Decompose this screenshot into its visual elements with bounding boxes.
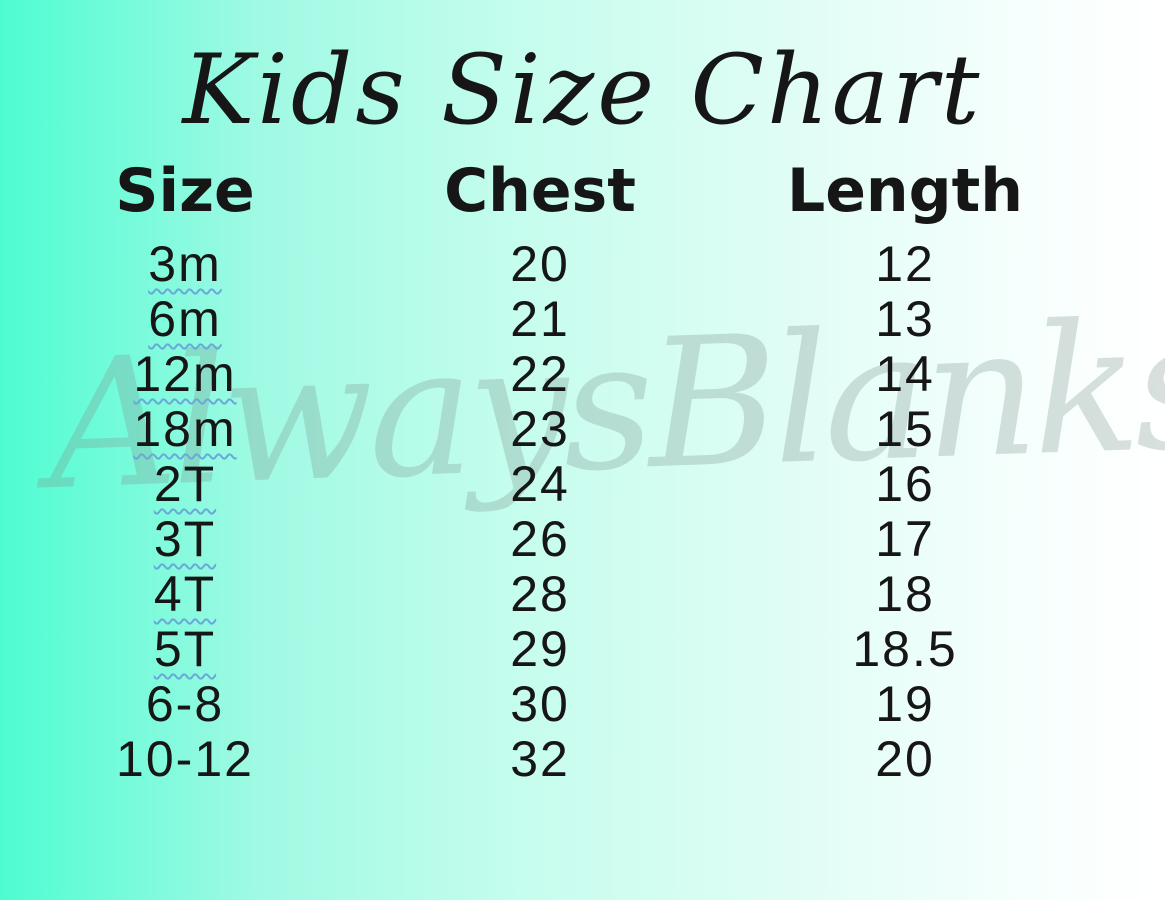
table-row: 3T 26 17 [0, 510, 1165, 567]
length-cell: 14 [740, 345, 1070, 402]
chest-cell-value: 26 [510, 510, 570, 567]
length-cell: 18.5 [740, 620, 1070, 677]
chest-cell-value: 32 [510, 730, 570, 787]
length-cell: 13 [740, 290, 1070, 347]
column-header-chest: Chest [444, 155, 636, 226]
length-cell-value: 17 [875, 510, 935, 567]
size-cell-value: 10-12 [116, 730, 254, 787]
table-row: 18m 23 15 [0, 400, 1165, 457]
chest-cell-value: 21 [510, 290, 570, 347]
chest-cell: 28 [340, 565, 740, 622]
chest-cell: 22 [340, 345, 740, 402]
size-cell: 5T [30, 620, 340, 677]
column-header-length: Length [787, 155, 1023, 226]
size-cell: 6-8 [30, 675, 340, 732]
chest-cell-value: 24 [510, 455, 570, 512]
table-row: 3m 20 12 [0, 235, 1165, 292]
size-cell-value: 3T [153, 510, 217, 567]
size-cell: 10-12 [30, 730, 340, 787]
chest-cell-value: 30 [510, 675, 570, 732]
size-cell-value: 5T [153, 620, 217, 677]
chest-cell: 20 [340, 235, 740, 292]
size-cell: 3T [30, 510, 340, 567]
size-cell-value: 12m [133, 345, 237, 402]
size-cell-value: 3m [148, 235, 222, 292]
table-row: 6m 21 13 [0, 290, 1165, 347]
chest-cell-value: 22 [510, 345, 570, 402]
chest-cell: 24 [340, 455, 740, 512]
table-row: 2T 24 16 [0, 455, 1165, 512]
table-row: 10-12 32 20 [0, 730, 1165, 787]
chest-cell: 21 [340, 290, 740, 347]
size-cell: 12m [30, 345, 340, 402]
chest-cell: 29 [340, 620, 740, 677]
length-cell-value: 19 [875, 675, 935, 732]
size-cell-value: 18m [133, 400, 237, 457]
size-chart-content: Kids Size Chart Size Chest Length 3m 20 12… [0, 34, 1165, 787]
page-title: Kids Size Chart [182, 34, 983, 146]
size-cell: 4T [30, 565, 340, 622]
size-cell: 18m [30, 400, 340, 457]
length-cell: 12 [740, 235, 1070, 292]
table-header-row: Size Chest Length [0, 155, 1165, 227]
chest-cell: 30 [340, 675, 740, 732]
size-cell-value: 6-8 [145, 675, 225, 732]
chest-cell-value: 29 [510, 620, 570, 677]
length-cell: 20 [740, 730, 1070, 787]
size-cell: 2T [30, 455, 340, 512]
length-cell-value: 13 [875, 290, 935, 347]
length-cell: 16 [740, 455, 1070, 512]
length-cell-value: 16 [875, 455, 935, 512]
chest-cell-value: 28 [510, 565, 570, 622]
length-cell: 18 [740, 565, 1070, 622]
table-row: 5T 29 18.5 [0, 620, 1165, 677]
table-row: 6-8 30 19 [0, 675, 1165, 732]
chest-cell: 32 [340, 730, 740, 787]
length-cell-value: 18.5 [852, 620, 958, 677]
table-row: 4T 28 18 [0, 565, 1165, 622]
size-cell-value: 6m [148, 290, 222, 347]
length-cell: 17 [740, 510, 1070, 567]
length-cell-value: 14 [875, 345, 935, 402]
size-cell-value: 4T [153, 565, 217, 622]
length-cell: 15 [740, 400, 1070, 457]
size-cell: 6m [30, 290, 340, 347]
length-cell-value: 20 [875, 730, 935, 787]
size-cell-value: 2T [153, 455, 217, 512]
size-cell: 3m [30, 235, 340, 292]
length-cell-value: 15 [875, 400, 935, 457]
table-body: 3m 20 12 6m 21 13 12m 22 14 18m 23 15 2T 24 16 3T 26 17 4T… [0, 235, 1165, 787]
length-cell-value: 12 [875, 235, 935, 292]
chest-cell: 23 [340, 400, 740, 457]
length-cell: 19 [740, 675, 1070, 732]
chest-cell-value: 23 [510, 400, 570, 457]
chest-cell-value: 20 [510, 235, 570, 292]
table-row: 12m 22 14 [0, 345, 1165, 402]
column-header-size: Size [115, 155, 255, 226]
chest-cell: 26 [340, 510, 740, 567]
length-cell-value: 18 [875, 565, 935, 622]
